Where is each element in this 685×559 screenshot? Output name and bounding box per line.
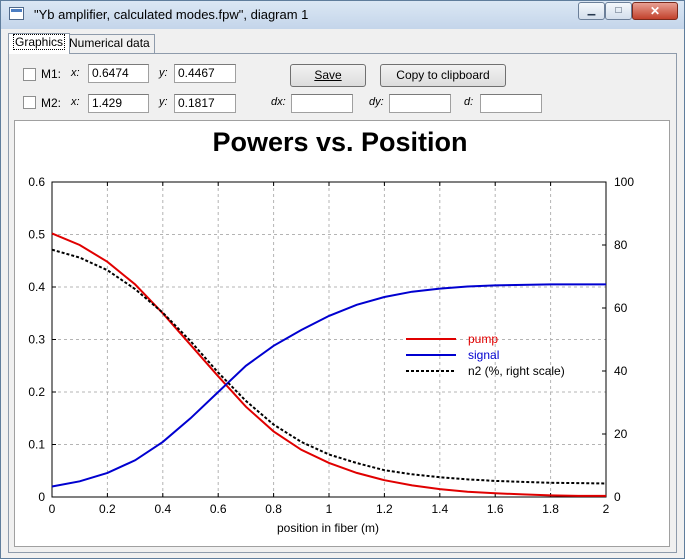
y-tick-label: 0.4 <box>28 280 45 294</box>
m2-label: M2: <box>41 96 62 110</box>
y2-tick-label: 80 <box>614 238 628 252</box>
y-tick-label: 0.6 <box>28 175 45 189</box>
dx-label: dx: <box>271 96 286 108</box>
m1-checkbox[interactable] <box>23 68 36 81</box>
maximize-button[interactable]: □ <box>605 2 632 20</box>
m2-x-field[interactable]: 1.429 <box>88 94 149 113</box>
y2-tick-label: 40 <box>614 364 628 378</box>
x-tick-label: 0.8 <box>265 502 282 516</box>
window-title: "Yb amplifier, calculated modes.fpw", di… <box>34 7 309 22</box>
x-tick-label: 1.2 <box>376 502 393 516</box>
m1-x-label: x: <box>71 67 80 79</box>
m2-y-label: y: <box>159 96 168 108</box>
dy-label: dy: <box>369 96 384 108</box>
minimize-button[interactable]: ▁ <box>578 2 605 20</box>
m2-y-field[interactable]: 0.1817 <box>174 94 236 113</box>
legend-label-1: signal <box>468 348 499 362</box>
y-tick-label: 0.5 <box>28 228 45 242</box>
dx-field[interactable] <box>291 94 353 113</box>
series-line-0 <box>51 232 606 497</box>
series-line-2 <box>51 248 607 485</box>
tab-graphics-label: Graphics <box>13 34 66 50</box>
save-button[interactable]: Save <box>290 64 366 87</box>
dy-field[interactable] <box>389 94 451 113</box>
x-tick-label: 1.8 <box>542 502 559 516</box>
m1-label: M1: <box>41 67 62 81</box>
y2-tick-label: 0 <box>614 490 621 504</box>
x-tick-label: 0.4 <box>154 502 171 516</box>
y-tick-label: 0 <box>38 490 45 504</box>
x-tick-label: 2 <box>603 502 610 516</box>
legend-label-2: n2 (%, right scale) <box>468 364 565 378</box>
y-tick-label: 0.3 <box>28 333 45 347</box>
y2-tick-label: 20 <box>614 427 628 441</box>
x-tick-label: 0.6 <box>210 502 227 516</box>
legend-label-0: pump <box>468 332 498 346</box>
m2-checkbox[interactable] <box>23 96 36 109</box>
tab-numerical-data[interactable]: Numerical data <box>64 34 155 53</box>
y2-tick-label: 100 <box>614 175 634 189</box>
y2-tick-label: 60 <box>614 301 628 315</box>
x-tick-label: 1.4 <box>431 502 448 516</box>
x-tick-label: 0.2 <box>99 502 116 516</box>
d-label: d: <box>464 96 474 108</box>
save-button-label: Save <box>314 68 342 82</box>
copy-to-clipboard-button[interactable]: Copy to clipboard <box>380 64 506 87</box>
app-icon[interactable] <box>9 7 24 20</box>
y-tick-label: 0.2 <box>28 385 45 399</box>
title-bar[interactable]: "Yb amplifier, calculated modes.fpw", di… <box>1 1 684 29</box>
x-tick-label: 0 <box>49 502 56 516</box>
d-field[interactable] <box>480 94 542 113</box>
m2-x-label: x: <box>71 96 80 108</box>
plot-area[interactable]: Powers vs. Position position in fiber (m… <box>14 120 670 547</box>
series-line-1 <box>51 283 606 488</box>
m1-y-label: y: <box>159 67 168 79</box>
close-button[interactable]: ✕ <box>632 2 678 20</box>
x-tick-label: 1 <box>326 502 333 516</box>
chart-title: Powers vs. Position <box>212 127 467 157</box>
x-axis-label: position in fiber (m) <box>277 521 379 535</box>
tab-graphics[interactable]: Graphics <box>8 33 71 54</box>
y-tick-label: 0.1 <box>28 438 45 452</box>
chart-svg: Powers vs. Position position in fiber (m… <box>28 127 634 535</box>
m1-x-field[interactable]: 0.6474 <box>88 64 149 83</box>
m1-y-field[interactable]: 0.4467 <box>174 64 236 83</box>
tab-numerical-data-label: Numerical data <box>69 36 150 50</box>
x-tick-label: 1.6 <box>487 502 504 516</box>
